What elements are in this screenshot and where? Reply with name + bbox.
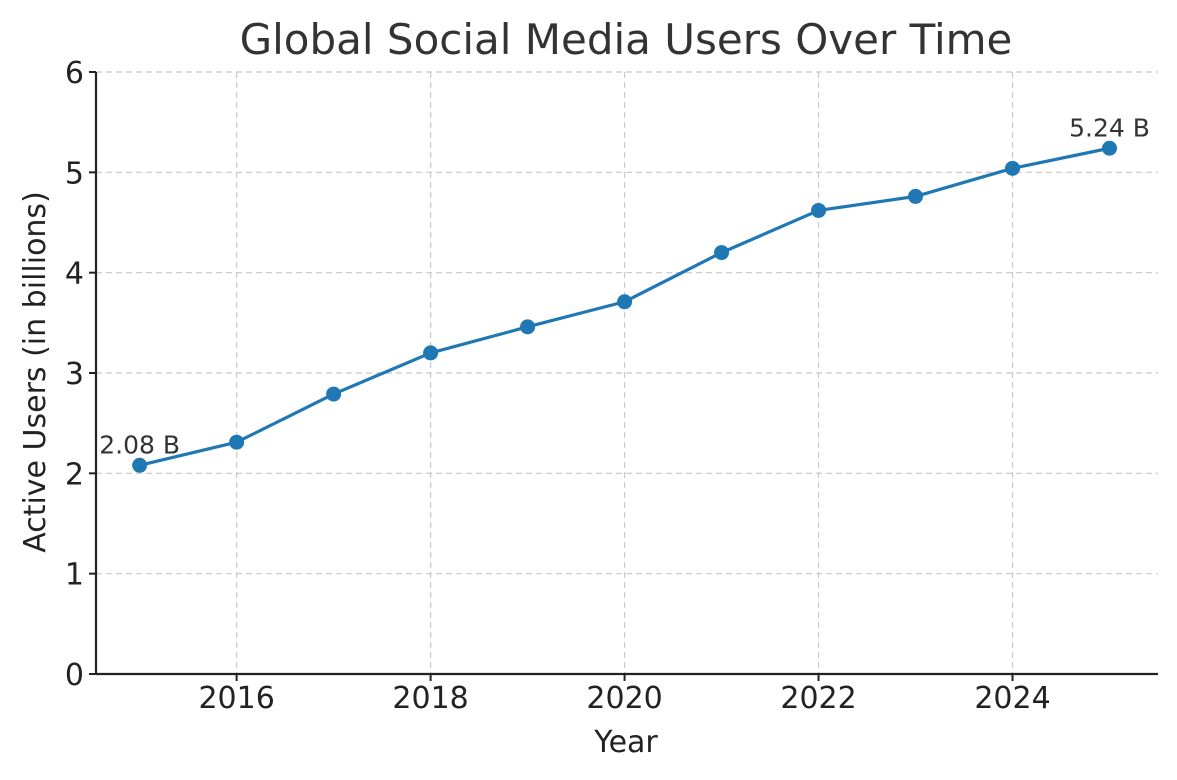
data-point: [714, 245, 730, 261]
data-point: [1005, 160, 1021, 176]
y-tick-label: 0: [65, 658, 84, 693]
x-tick-label: 2018: [392, 681, 468, 716]
data-point: [423, 345, 439, 361]
y-axis-label: Active Users (in billions): [18, 191, 53, 553]
chart-title: Global Social Media Users Over Time: [240, 15, 1013, 64]
x-tick-label: 2016: [198, 681, 274, 716]
data-labels: 2.08 B 5.24 B: [99, 113, 1150, 459]
series-layer: [132, 140, 1118, 473]
x-tick-label: 2022: [780, 681, 856, 716]
data-point: [520, 319, 536, 335]
x-tick-label: 2024: [974, 681, 1050, 716]
data-point: [326, 386, 342, 402]
data-point: [1102, 140, 1118, 156]
y-tick-label: 5: [65, 156, 84, 191]
data-label: 2.08 B: [99, 430, 180, 459]
y-tick-label: 6: [65, 56, 84, 91]
y-tick-label: 4: [65, 257, 84, 292]
data-point: [617, 294, 633, 310]
y-tick-label: 1: [65, 558, 84, 593]
ticks: 2016 2018 2020 2022 2024 0 1 2 3 4 5 6: [65, 56, 1051, 716]
x-axis-label: Year: [593, 725, 658, 760]
data-label: 5.24 B: [1069, 113, 1150, 142]
x-tick-label: 2020: [586, 681, 662, 716]
data-point: [908, 188, 924, 204]
data-point: [229, 434, 245, 450]
y-tick-label: 2: [65, 457, 84, 492]
grid: [96, 71, 1158, 674]
data-point: [811, 202, 827, 218]
y-tick-label: 3: [65, 357, 84, 392]
data-point: [132, 457, 148, 473]
